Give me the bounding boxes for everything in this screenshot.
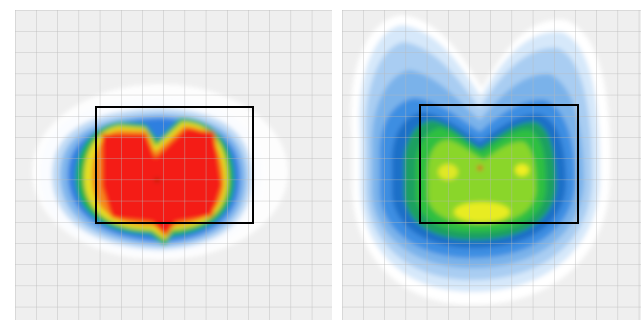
left-panel xyxy=(15,10,332,320)
grid xyxy=(342,10,641,320)
strike-zone xyxy=(419,104,579,224)
strike-zone xyxy=(95,106,254,224)
right-panel xyxy=(342,10,641,320)
grid xyxy=(15,10,332,320)
